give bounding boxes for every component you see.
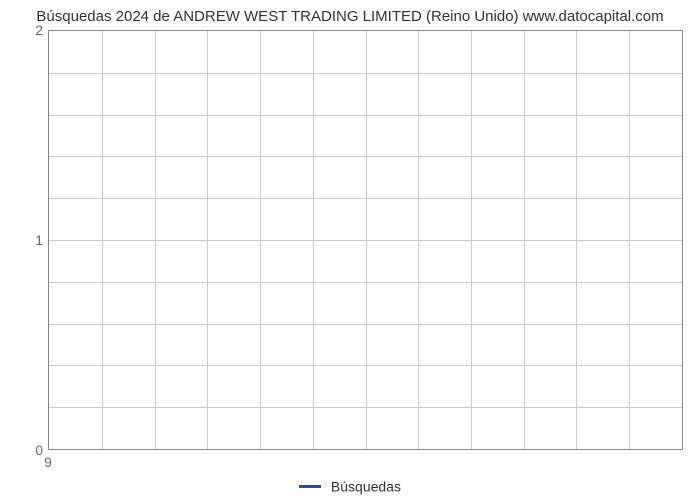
gridline-h (49, 115, 682, 116)
gridline-h (49, 282, 682, 283)
y-tick-label: 1 (35, 232, 43, 248)
gridline-h (49, 365, 682, 366)
x-tick-label: 9 (44, 454, 52, 470)
gridline-h (49, 73, 682, 74)
gridline-h (49, 240, 682, 241)
gridline-h (49, 324, 682, 325)
chart-legend: Búsquedas (0, 477, 700, 494)
gridline-h (49, 156, 682, 157)
y-tick-label: 0 (35, 442, 43, 458)
legend-swatch (299, 485, 321, 488)
legend-label: Búsquedas (331, 478, 401, 494)
gridline-h (49, 198, 682, 199)
chart-plot-area (48, 30, 683, 450)
gridline-h (49, 407, 682, 408)
y-tick-label: 2 (35, 22, 43, 38)
chart-title: Búsquedas 2024 de ANDREW WEST TRADING LI… (0, 8, 700, 25)
